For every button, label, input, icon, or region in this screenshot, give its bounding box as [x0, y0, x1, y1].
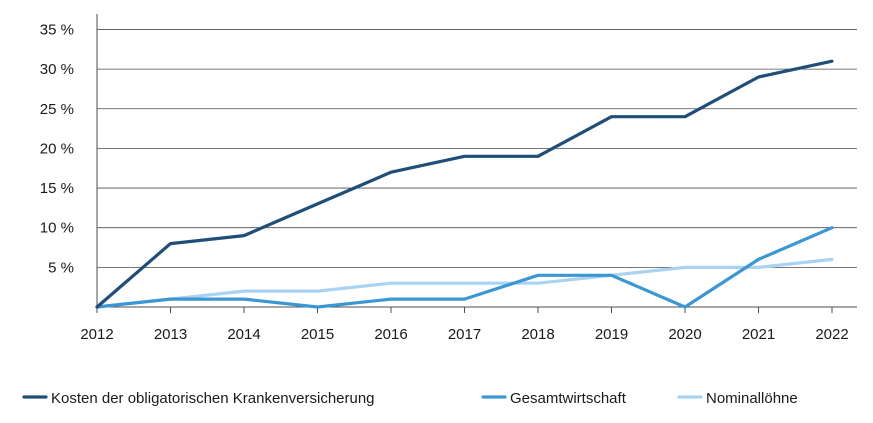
y-tick-label: 10 %	[40, 220, 74, 237]
legend-label: Nominallöhne	[706, 390, 798, 407]
y-tick-label: 5 %	[48, 259, 74, 276]
x-tick-label: 2019	[595, 326, 628, 343]
x-tick-label: 2013	[154, 326, 187, 343]
x-tick-label: 2021	[742, 326, 775, 343]
legend-label: Gesamtwirtschaft	[510, 390, 627, 407]
y-tick-label: 15 %	[40, 180, 74, 197]
legend: Kosten der obligatorischen Krankenversic…	[22, 390, 798, 407]
y-tick-label: 25 %	[40, 101, 74, 118]
y-tick-label: 30 %	[40, 61, 74, 78]
x-tick-label: 2022	[815, 326, 848, 343]
series-lines	[95, 59, 834, 309]
x-tick-label: 2012	[80, 326, 113, 343]
y-tick-label: 20 %	[40, 140, 74, 157]
x-tick-label: 2016	[374, 326, 407, 343]
series-line-1	[95, 59, 834, 309]
grid-lines	[97, 29, 857, 268]
x-tick-label: 2018	[521, 326, 554, 343]
x-tick-label: 2017	[448, 326, 481, 343]
x-tick-label: 2015	[301, 326, 334, 343]
y-tick-labels: 5 % 10 % 15 % 20 % 25 % 30 % 35 %	[40, 21, 74, 276]
series-line-3	[95, 257, 834, 309]
x-tick-label: 2020	[668, 326, 701, 343]
x-tick-label: 2014	[227, 326, 260, 343]
series-line-2	[95, 226, 834, 309]
y-tick-label: 35 %	[40, 21, 74, 38]
x-tick-labels: 2012 2013 2014 2015 2016 2017 2018 2019 2020 2021…	[80, 326, 848, 343]
legend-label: Kosten der obligatorischen Krankenversic…	[51, 390, 375, 407]
axes	[96, 14, 857, 313]
